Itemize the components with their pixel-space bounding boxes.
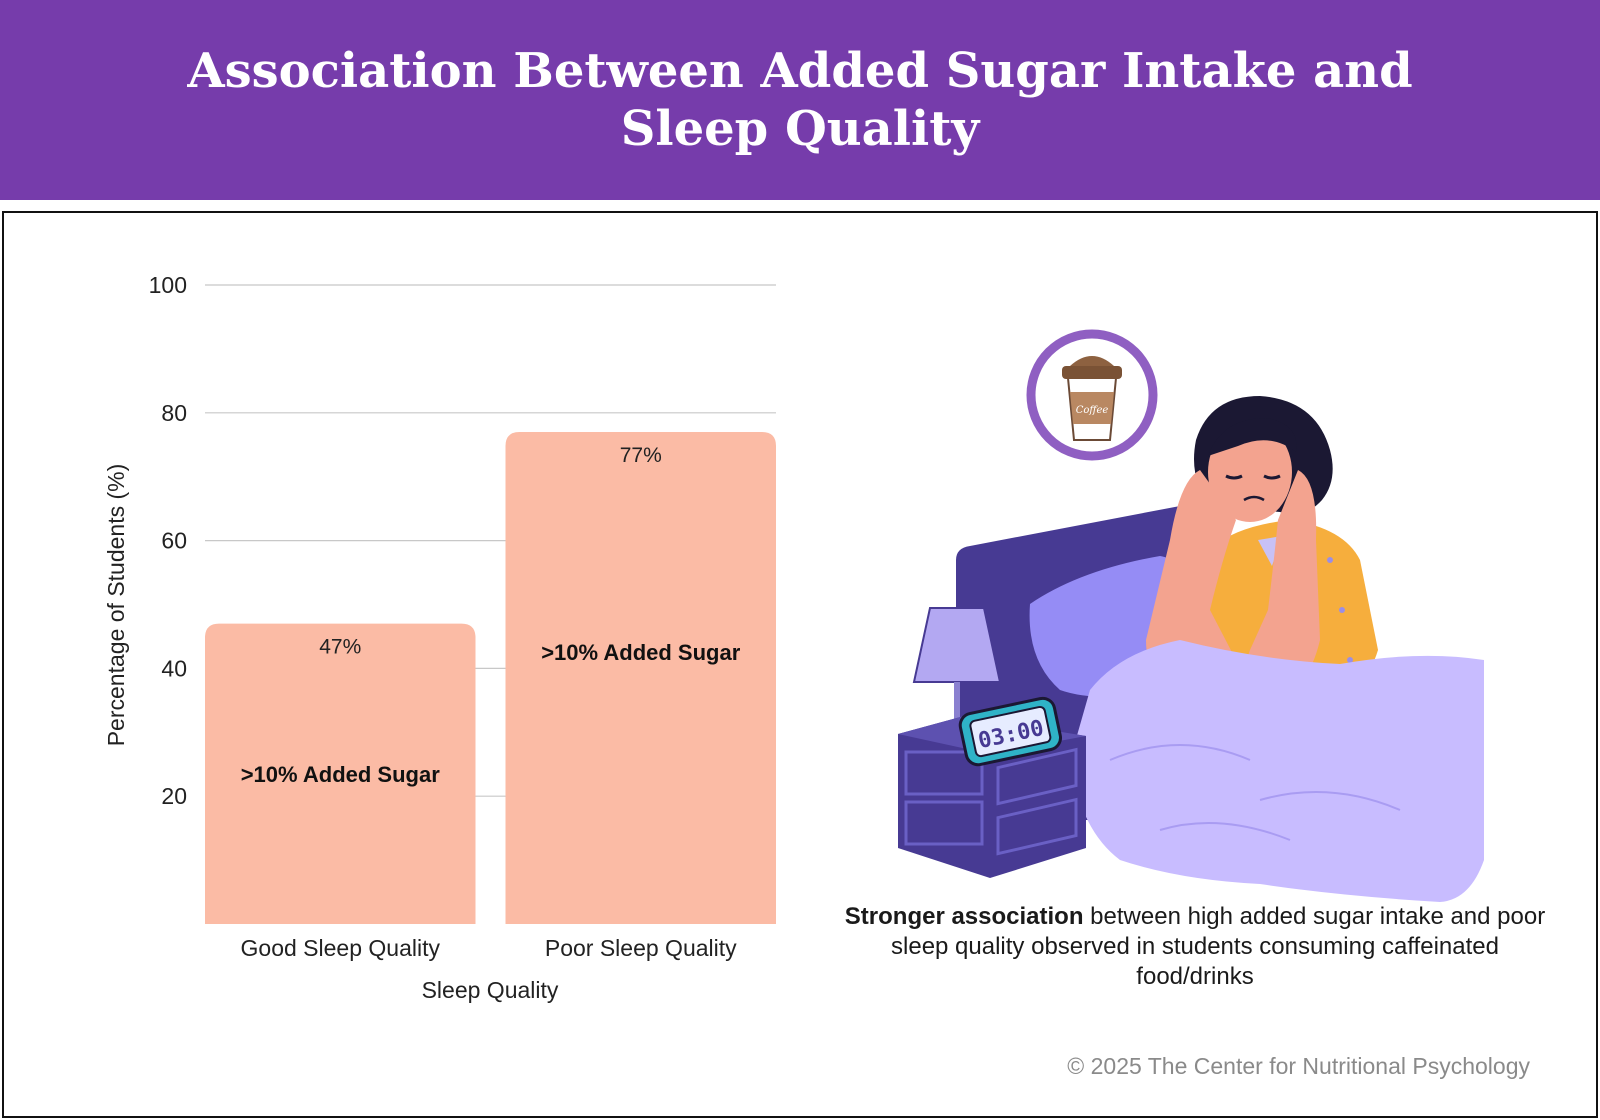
- caption: Stronger association between high added …: [830, 902, 1560, 992]
- coffee-cup-icon: Coffee: [1026, 329, 1158, 461]
- page-title: Association Between Added Sugar Intake a…: [187, 43, 1413, 157]
- bar-2: [505, 431, 776, 924]
- alarm-clock-icon: 03:00: [958, 696, 1062, 767]
- header-banner: Association Between Added Sugar Intake a…: [0, 0, 1600, 200]
- bar-value-label: 77%: [620, 444, 662, 467]
- sleepless-woman-illustration: Coffee: [898, 329, 1484, 902]
- y-tick-label: 60: [161, 528, 187, 554]
- y-tick-label: 20: [161, 783, 187, 809]
- y-axis-title: Percentage of Students (%): [103, 464, 129, 747]
- bar-1: [205, 623, 476, 924]
- y-tick-label: 100: [149, 272, 187, 298]
- y-tick-label: 80: [161, 400, 187, 426]
- bar-value-label: 47%: [319, 636, 361, 659]
- bar-labels: 47% >10% Added Sugar Good Sleep Quality 77%…: [241, 444, 741, 961]
- bar-inner-label: >10% Added Sugar: [541, 640, 741, 665]
- y-tick-labels: 20 40 60 80 100: [149, 272, 187, 809]
- caption-bold: Stronger association: [844, 903, 1084, 930]
- caption-text: between high added sugar intake and poor…: [891, 903, 1546, 990]
- cup-text: Coffee: [1076, 405, 1109, 416]
- y-tick-label: 40: [161, 655, 187, 681]
- copyright-footer: © 2025 The Center for Nutritional Psycho…: [1067, 1053, 1530, 1079]
- x-tick-label: Good Sleep Quality: [241, 935, 441, 961]
- bars: [205, 431, 776, 924]
- x-axis-title: Sleep Quality: [422, 977, 559, 1003]
- blanket: [1070, 640, 1484, 902]
- x-tick-label: Poor Sleep Quality: [545, 935, 737, 961]
- woman-figure: [1146, 396, 1378, 702]
- bar-inner-label: >10% Added Sugar: [241, 762, 441, 787]
